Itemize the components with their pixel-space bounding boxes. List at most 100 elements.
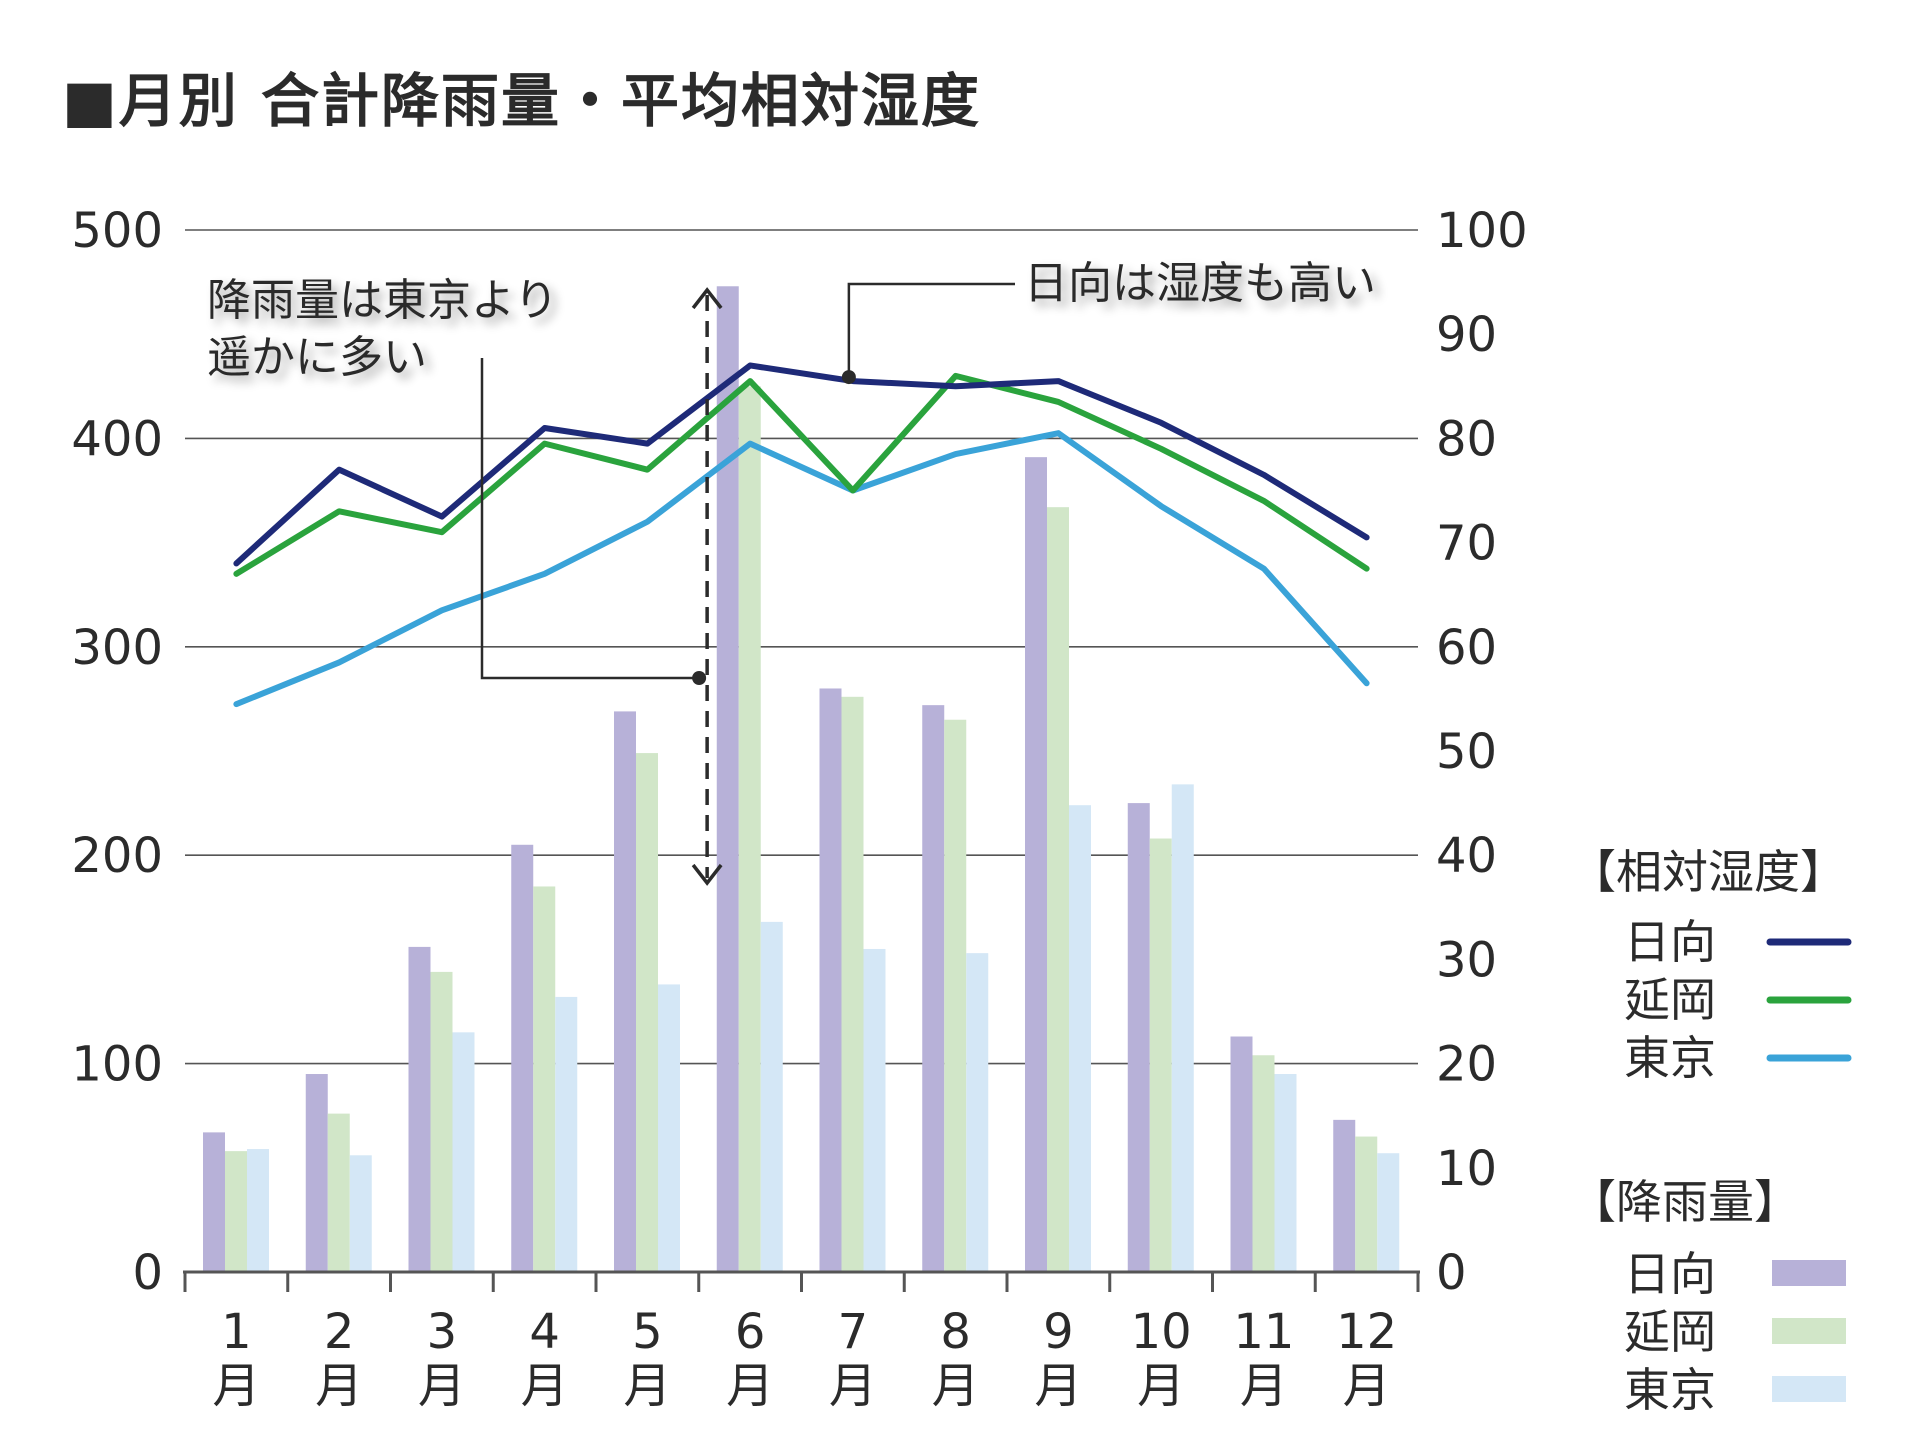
bar-東京-5月: [658, 984, 680, 1272]
right-tick-label: 40: [1436, 828, 1497, 884]
left-tick-label: 500: [71, 203, 163, 259]
bar-延岡-4月: [533, 886, 556, 1272]
bar-日向-12月: [1333, 1119, 1356, 1272]
legend-humidity-title: 【相対湿度】: [1570, 845, 1846, 899]
legend-humidity-label: 東京: [1624, 1031, 1716, 1085]
legend-rain-label: 日向: [1624, 1247, 1716, 1301]
bar-日向-7月: [819, 688, 842, 1272]
bar-日向-9月: [1025, 457, 1047, 1272]
right-tick-label: 30: [1436, 932, 1497, 988]
legend-humidity-label: 延岡: [1624, 973, 1716, 1027]
x-tick-unit: 月: [829, 1358, 877, 1414]
chart-title: ■月別 合計降雨量・平均相対湿度: [62, 67, 981, 135]
bar-東京-12月: [1377, 1153, 1400, 1272]
x-tick-number: 10: [1131, 1304, 1192, 1360]
x-tick-number: 2: [324, 1304, 355, 1360]
bar-東京-11月: [1274, 1074, 1297, 1272]
bar-延岡-1月: [225, 1151, 247, 1272]
left-tick-label: 100: [71, 1037, 163, 1093]
lines-layer: [233, 362, 1370, 708]
bar-東京-3月: [452, 1032, 475, 1272]
bar-延岡-12月: [1355, 1136, 1378, 1272]
x-tick-number: 5: [632, 1304, 663, 1360]
bar-日向-11月: [1230, 1036, 1253, 1272]
x-tick-number: 11: [1233, 1304, 1294, 1360]
bars-layer: [203, 286, 1400, 1272]
bar-日向-10月: [1127, 803, 1150, 1272]
left-tick-label: 0: [132, 1245, 163, 1301]
legend-rain-title: 【降雨量】: [1570, 1175, 1800, 1229]
bar-日向-8月: [922, 705, 945, 1272]
bar-延岡-11月: [1252, 1055, 1275, 1272]
right-tick-label: 50: [1436, 724, 1497, 780]
right-tick-label: 60: [1436, 620, 1497, 676]
x-tick-unit: 月: [1240, 1358, 1288, 1414]
right-tick-label: 0: [1436, 1245, 1467, 1301]
x-tick-number: 6: [735, 1304, 766, 1360]
x-tick-unit: 月: [315, 1358, 363, 1414]
right-tick-label: 100: [1436, 203, 1528, 259]
rain-note-leader: [480, 358, 700, 680]
bar-延岡-3月: [430, 971, 453, 1272]
x-tick-unit: 月: [1343, 1358, 1391, 1414]
rain-note-line-2: 遥かに多い: [207, 332, 427, 383]
bar-東京-1月: [247, 1149, 269, 1272]
bar-延岡-6月: [738, 386, 761, 1272]
x-tick-number: 1: [221, 1304, 252, 1360]
bar-日向-2月: [305, 1074, 328, 1272]
bar-日向-4月: [511, 844, 534, 1272]
line-東京: [233, 430, 1370, 708]
bar-日向-1月: [203, 1132, 225, 1272]
right-tick-label: 80: [1436, 411, 1497, 467]
bar-日向-5月: [614, 711, 636, 1272]
x-tick-unit: 月: [623, 1358, 671, 1414]
bar-東京-7月: [863, 948, 886, 1272]
right-tick-label: 10: [1436, 1141, 1497, 1197]
bar-日向-3月: [408, 946, 431, 1272]
left-tick-label: 400: [71, 411, 163, 467]
legend-rain-swatch: [1772, 1376, 1846, 1402]
x-tick-number: 7: [838, 1304, 869, 1360]
bar-東京-8月: [966, 953, 989, 1272]
bar-東京-4月: [555, 996, 578, 1272]
legend-humidity-label: 日向: [1624, 915, 1716, 969]
bar-延岡-5月: [636, 753, 658, 1272]
left-tick-label: 300: [71, 620, 163, 676]
bar-日向-6月: [716, 286, 739, 1272]
x-tick-unit: 月: [212, 1358, 260, 1414]
bar-東京-6月: [760, 921, 783, 1272]
legend-rain-swatch: [1772, 1260, 1846, 1286]
right-tick-label: 20: [1436, 1037, 1497, 1093]
humidity-note-leader: [847, 282, 1015, 378]
bar-延岡-2月: [327, 1113, 350, 1272]
x-tick-unit: 月: [932, 1358, 980, 1414]
x-tick-unit: 月: [726, 1358, 774, 1414]
x-tick-unit: 月: [1034, 1358, 1082, 1414]
x-tick-number: 9: [1043, 1304, 1074, 1360]
left-tick-label: 200: [71, 828, 163, 884]
x-tick-number: 8: [940, 1304, 971, 1360]
axis-layer: 010020030040050001020304050607080901001月…: [71, 203, 1527, 1414]
humidity-note-dot: [841, 370, 856, 385]
legend-rain-swatch: [1772, 1318, 1846, 1344]
arrow-head-down: [691, 863, 723, 886]
x-tick-number: 3: [427, 1304, 458, 1360]
rain-note-dot: [692, 671, 707, 685]
arrow-head-up: [691, 287, 723, 310]
x-tick-unit: 月: [1137, 1358, 1185, 1414]
bar-延岡-8月: [944, 719, 967, 1272]
humidity-note-text: 日向は湿度も高い: [1024, 258, 1376, 309]
legend-rain-label: 東京: [1624, 1363, 1716, 1417]
x-tick-unit: 月: [521, 1358, 569, 1414]
bar-東京-10月: [1171, 784, 1194, 1272]
line-日向: [233, 362, 1370, 567]
legend-rain-label: 延岡: [1624, 1305, 1716, 1359]
x-tick-unit: 月: [418, 1358, 466, 1414]
bar-延岡-10月: [1149, 838, 1172, 1272]
x-tick-number: 12: [1336, 1304, 1397, 1360]
right-tick-label: 70: [1436, 516, 1497, 572]
bar-延岡-7月: [841, 696, 864, 1272]
